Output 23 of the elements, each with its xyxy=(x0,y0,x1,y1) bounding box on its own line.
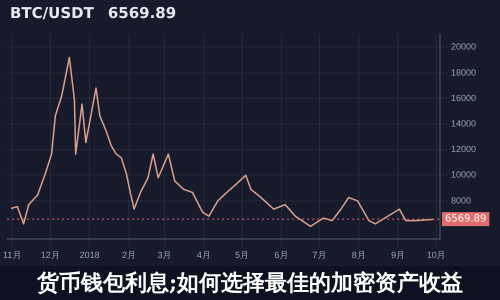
y-tick-label: 12000 xyxy=(451,144,476,154)
x-tick-label: 8月 xyxy=(352,250,366,260)
chart-subtitle: 6569.89 xyxy=(108,4,176,22)
x-tick-label: 7月 xyxy=(312,250,326,260)
x-tick-label: 2018 xyxy=(80,250,100,260)
chart-title: BTC/USDT xyxy=(10,4,94,22)
x-tick-label: 5月 xyxy=(234,250,249,260)
y-tick-label: 14000 xyxy=(451,118,476,128)
x-tick-label: 12月 xyxy=(40,250,60,260)
x-tick-label: 3月 xyxy=(158,250,172,260)
y-tick-label: 16000 xyxy=(451,92,476,103)
y-tick-label: 10000 xyxy=(451,170,476,180)
y-tick-label: 8000 xyxy=(451,195,472,206)
text: 货币钱包利息;如何选择最佳的加密资产收益 xyxy=(0,266,500,300)
y-tick-label: 18000 xyxy=(451,67,476,78)
x-tick-label: 11月 xyxy=(3,250,22,260)
x-tick-label: 6月 xyxy=(274,250,288,260)
x-tick-label: 4月 xyxy=(196,250,211,260)
y-tick-label: 20000 xyxy=(451,42,476,52)
ref-line-label: 6569.89 xyxy=(445,214,486,225)
x-tick-label: 2月 xyxy=(122,250,136,260)
x-tick-label: 10月 xyxy=(426,250,446,260)
x-tick-label: 9月 xyxy=(391,250,406,260)
